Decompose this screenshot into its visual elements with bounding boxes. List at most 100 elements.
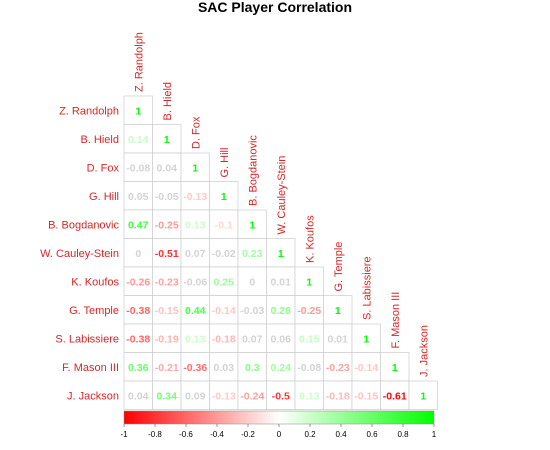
colorbar-tick-label: 1 [432,430,437,439]
colorbar-tick-label: 0.8 [397,430,409,439]
cell-value-label: -0.06 [183,276,207,288]
cell-value-label: -0.15 [155,305,179,317]
heatmap-cell [123,295,153,325]
cell-value-label: 0.06 [271,333,292,345]
row-label: G. Hill [89,191,119,203]
cell-value-label: 0.25 [214,276,235,288]
heatmap-cell [152,380,182,410]
cell-value-label: 0.04 [128,390,149,402]
column-label: G. Temple [333,242,345,292]
heatmap-cell [294,380,324,410]
heatmap-cell [323,295,353,325]
column-label: W. Cauley-Stein [276,156,288,235]
chart-title: SAC Player Correlation [198,0,352,15]
cell-value-label: -0.5 [272,390,290,402]
heatmap-cell [123,95,153,125]
row-label: J. Jackson [67,390,119,402]
column-label: Z. Randolph [133,32,145,92]
heatmap-cell [266,238,296,268]
cell-value-label: 1 [363,333,369,345]
cell-value-label: 0.24 [271,362,292,374]
cell-value-label: 0.04 [157,162,178,174]
heatmap-cell [123,124,153,154]
cell-value-label: -0.24 [240,390,264,402]
row-label: D. Fox [87,162,120,174]
column-label: F. Mason III [390,292,402,349]
cell-value-label: 0.13 [185,219,206,231]
column-label: D. Fox [190,116,202,149]
heatmap-cell [123,266,153,296]
cell-value-label: -0.21 [155,362,179,374]
cell-value-label: -0.36 [183,362,207,374]
row-label: B. Hield [80,134,119,146]
cell-value-label: 0.14 [128,134,149,146]
cell-value-label: -0.38 [126,305,150,317]
row-label: B. Bogdanovic [48,219,119,231]
colorbar-tick-label: -0.6 [179,430,193,439]
cell-value-label: 1 [335,305,341,317]
heatmap-cell [237,352,267,382]
cell-value-label: -0.14 [354,362,378,374]
cell-value-label: 1 [278,248,284,260]
cell-value-label: 1 [135,105,141,117]
cell-value-label: 0 [135,248,141,260]
cell-value-label: 0.07 [242,333,263,345]
cell-value-label: 1 [306,276,312,288]
cell-value-label: -0.15 [354,390,378,402]
cell-value-label: -0.25 [155,219,179,231]
heatmap-cell [123,380,153,410]
row-label: K. Koufos [71,276,119,288]
cell-value-label: -0.61 [383,390,407,402]
heatmap-cell [380,352,410,382]
heatmap-cell [180,295,210,325]
heatmap-cell [294,266,324,296]
heatmap-cell [323,352,353,382]
cell-value-label: 0.36 [128,362,149,374]
heatmap-cell [152,266,182,296]
cell-value-label: -0.08 [126,162,150,174]
row-label: W. Cauley-Stein [40,248,119,260]
heatmap-cell [209,238,239,268]
colorbar-tick-label: -0.8 [148,430,162,439]
colorbar-tick-label: 0.6 [366,430,378,439]
colorbar-tick-label: 0.2 [304,430,316,439]
cell-value-label: 0.15 [299,333,320,345]
cell-value-label: 0.09 [185,390,206,402]
heatmap-cell [180,238,210,268]
heatmap-cell [209,181,239,211]
column-label: K. Koufos [304,215,316,263]
heatmap-cell [351,380,381,410]
cell-value-label: -0.08 [297,362,321,374]
cell-value-label: -0.23 [326,362,350,374]
row-labels: Z. Randolph B. Hield D. Fox G. Hill B. Bogda… [40,105,119,402]
heatmap-cell [123,238,153,268]
heatmap-cell [237,238,267,268]
column-label: J. Jackson [418,325,430,377]
colorbar-tick-label: -1 [120,430,128,439]
heatmap-cell [351,323,381,353]
cell-value-label: -0.1 [215,219,233,231]
cell-value-label: 1 [164,134,170,146]
heatmap-cell [266,380,296,410]
cell-value-label: 0.34 [157,390,178,402]
cell-value-label: -0.19 [155,333,179,345]
cell-value-label: 0 [249,276,255,288]
cell-value-label: 0.03 [214,362,235,374]
cell-value-label: 1 [420,390,426,402]
cell-value-label: 0.05 [128,191,149,203]
cell-value-label: 0.13 [185,333,206,345]
heatmap-cell [180,152,210,182]
heatmap-cell [123,323,153,353]
cell-value-label: -0.13 [183,191,207,203]
cell-value-label: 1 [392,362,398,374]
cell-value-label: 0.01 [271,276,292,288]
cell-value-label: -0.23 [155,276,179,288]
heatmap-cell [266,352,296,382]
cell-value-label: 0.13 [299,390,320,402]
heatmap-cell [152,352,182,382]
colorbar-tick-label: 0.4 [335,430,347,439]
heatmap-cell [266,323,296,353]
cell-value-label: -0.51 [155,248,179,260]
cell-value-label: -0.26 [126,276,150,288]
heatmap-cell [237,380,267,410]
